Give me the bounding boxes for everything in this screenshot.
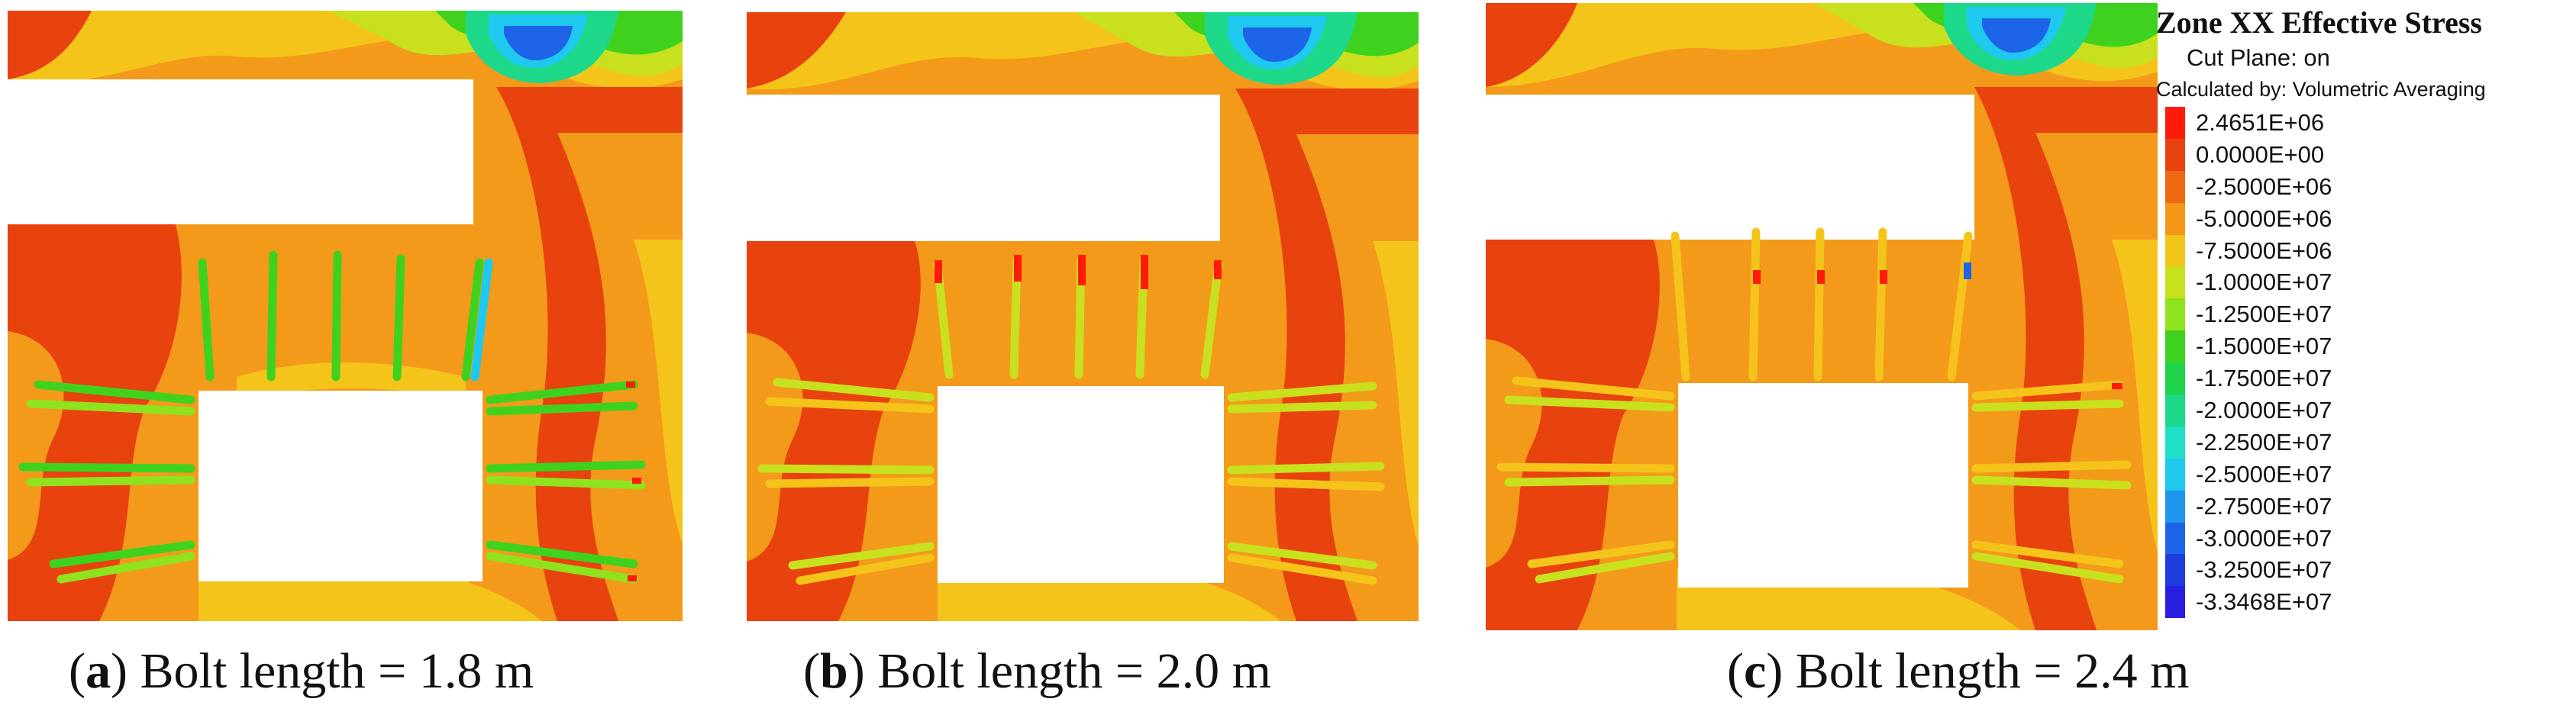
legend-entry: -1.5000E+07 — [2165, 330, 2332, 363]
legend-value: -1.0000E+07 — [2196, 269, 2332, 296]
panel-a-contour — [8, 11, 683, 621]
panel-a-svg — [8, 11, 683, 621]
legend-value: -1.7500E+07 — [2196, 365, 2332, 392]
caption-a-text: Bolt length = 1.8 m — [127, 643, 534, 699]
legend-swatch — [2165, 266, 2185, 299]
panel-b-contour — [747, 12, 1419, 621]
legend-entry: 2.4651E+06 — [2165, 106, 2332, 139]
legend-swatch — [2165, 426, 2185, 459]
panel-c-contour — [1486, 3, 2158, 630]
legend-value: -3.0000E+07 — [2196, 524, 2332, 552]
legend-value: -7.5000E+06 — [2196, 237, 2332, 264]
legend-cut-plane: Cut Plane: on — [2187, 44, 2330, 71]
caption-b: (b) Bolt length = 2.0 m — [803, 643, 1271, 699]
caption-b-text: Bolt length = 2.0 m — [864, 643, 1271, 699]
legend-swatch — [2165, 138, 2185, 171]
legend-swatch — [2165, 298, 2185, 331]
legend-entry: -3.3468E+07 — [2165, 586, 2332, 619]
legend-entry: -2.5000E+06 — [2165, 170, 2332, 203]
legend-swatch — [2165, 586, 2185, 619]
caption-c: (c) Bolt length = 2.4 m — [1727, 643, 2190, 699]
legend-swatch — [2165, 522, 2185, 555]
panel-c-svg — [1486, 3, 2158, 630]
legend-swatch — [2165, 170, 2185, 203]
legend-swatch — [2165, 490, 2185, 523]
legend-entry: -2.2500E+07 — [2165, 426, 2332, 459]
legend-value: -3.3468E+07 — [2196, 588, 2332, 616]
caption-a: (a) Bolt length = 1.8 m — [69, 643, 534, 699]
legend-entry: -5.0000E+06 — [2165, 202, 2332, 235]
legend-list: 2.4651E+06 0.0000E+00 -2.5000E+06 -5.0000E+… — [2165, 106, 2332, 619]
stress-legend: Zone XX Effective Stress Cut Plane: on C… — [2152, 2, 2573, 642]
legend-value: 2.4651E+06 — [2196, 108, 2325, 136]
legend-value: -2.7500E+07 — [2196, 492, 2332, 520]
legend-value: -1.5000E+07 — [2196, 333, 2332, 360]
legend-swatch — [2165, 106, 2185, 139]
legend-entry: -1.7500E+07 — [2165, 362, 2332, 395]
legend-value: -2.2500E+07 — [2196, 428, 2332, 456]
caption-c-letter: c — [1743, 643, 1767, 699]
legend-value: -1.2500E+07 — [2196, 301, 2332, 328]
legend-entry: -2.0000E+07 — [2165, 394, 2332, 427]
legend-entry: -2.5000E+07 — [2165, 458, 2332, 491]
caption-c-text: Bolt length = 2.4 m — [1783, 643, 2190, 699]
legend-value: -2.5000E+06 — [2196, 172, 2332, 200]
legend-entry: -3.2500E+07 — [2165, 554, 2332, 587]
legend-swatch — [2165, 554, 2185, 587]
legend-entry: -1.0000E+07 — [2165, 266, 2332, 299]
caption-a-letter: a — [85, 643, 111, 699]
legend-title: Zone XX Effective Stress — [2156, 5, 2482, 40]
legend-entry: -1.2500E+07 — [2165, 298, 2332, 331]
caption-b-letter: b — [819, 643, 848, 699]
legend-entry: -7.5000E+06 — [2165, 234, 2332, 267]
legend-swatch — [2165, 458, 2185, 491]
legend-calculated-by: Calculated by: Volumetric Averaging — [2156, 78, 2486, 101]
legend-entry: -3.0000E+07 — [2165, 522, 2332, 555]
legend-value: -3.2500E+07 — [2196, 556, 2332, 584]
legend-entry: -2.7500E+07 — [2165, 490, 2332, 523]
legend-value: -2.0000E+07 — [2196, 396, 2332, 423]
legend-swatch — [2165, 234, 2185, 267]
legend-value: -5.0000E+06 — [2196, 204, 2332, 232]
legend-swatch — [2165, 330, 2185, 363]
legend-value: 0.0000E+00 — [2196, 140, 2325, 168]
legend-swatch — [2165, 202, 2185, 235]
legend-entry: 0.0000E+00 — [2165, 138, 2332, 171]
legend-swatch — [2165, 362, 2185, 395]
legend-value: -2.5000E+07 — [2196, 460, 2332, 488]
legend-swatch — [2165, 394, 2185, 427]
panel-b-svg — [747, 12, 1419, 621]
